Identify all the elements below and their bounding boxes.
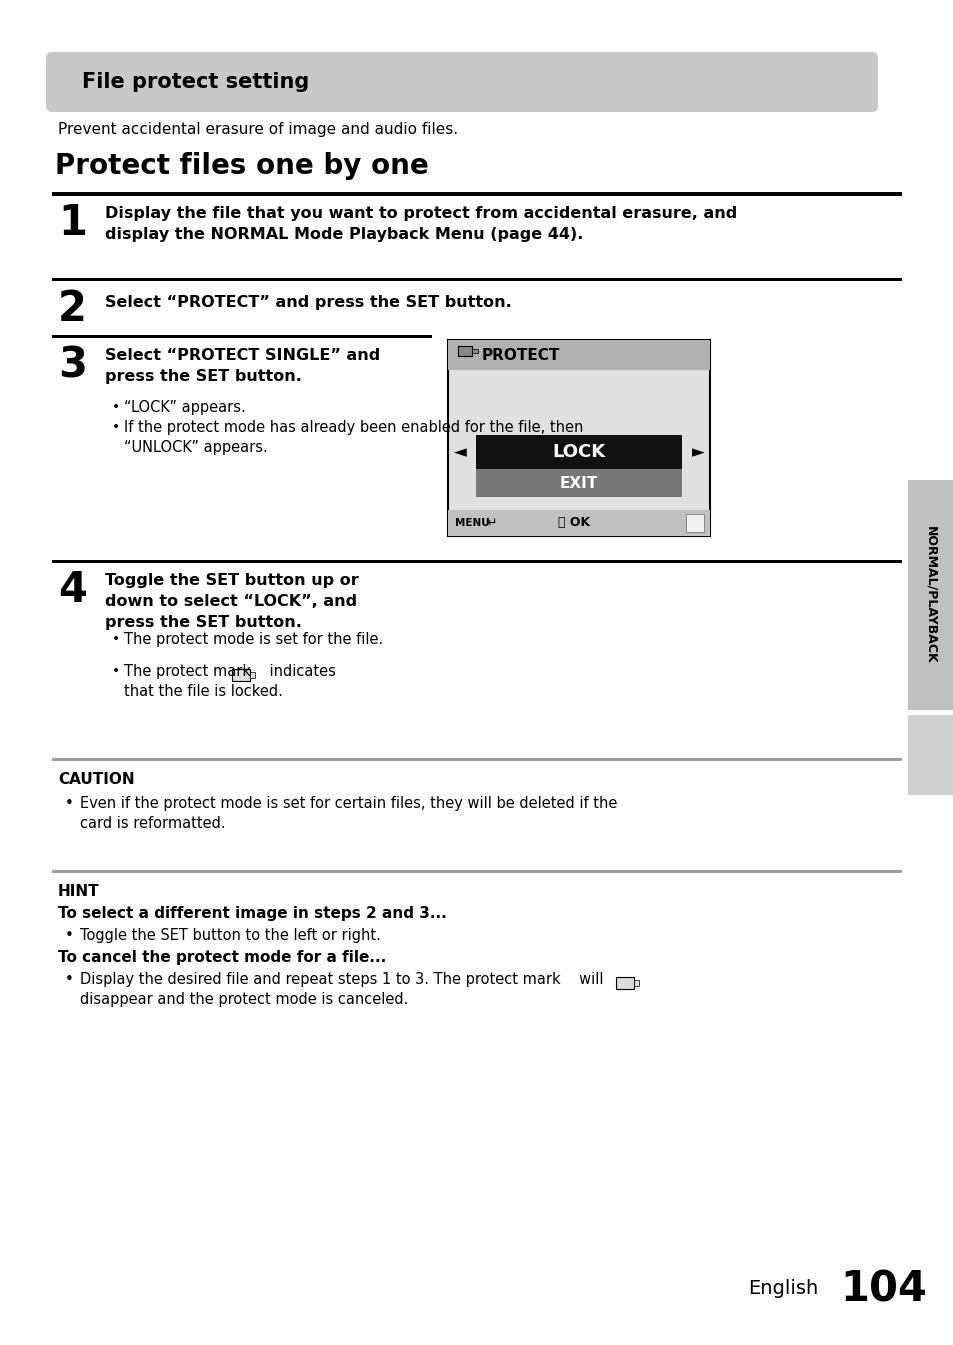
Bar xyxy=(685,514,703,533)
Text: LOCK: LOCK xyxy=(552,443,605,461)
Text: PROTECT: PROTECT xyxy=(481,347,559,363)
Bar xyxy=(52,560,901,564)
Bar xyxy=(907,716,953,795)
Bar xyxy=(52,192,901,195)
FancyBboxPatch shape xyxy=(46,52,877,112)
Text: •: • xyxy=(65,796,73,811)
Text: HINT: HINT xyxy=(58,884,99,898)
Bar xyxy=(476,434,681,469)
Text: If the protect mode has already been enabled for the file, then
“UNLOCK” appears: If the protect mode has already been ena… xyxy=(124,420,583,456)
Text: File protect setting: File protect setting xyxy=(82,73,309,91)
Text: To select a different image in steps 2 and 3...: To select a different image in steps 2 a… xyxy=(58,907,446,921)
Text: “LOCK” appears.: “LOCK” appears. xyxy=(124,399,246,416)
Text: •: • xyxy=(112,632,120,646)
Text: The protect mode is set for the file.: The protect mode is set for the file. xyxy=(124,632,383,647)
Text: 2: 2 xyxy=(58,288,87,330)
Bar xyxy=(472,348,477,352)
Bar xyxy=(476,469,681,498)
Bar xyxy=(448,340,709,537)
Text: 1: 1 xyxy=(58,202,87,243)
Text: Select “PROTECT” and press the SET button.: Select “PROTECT” and press the SET butto… xyxy=(105,295,511,309)
Text: Display the file that you want to protect from accidental erasure, and
display t: Display the file that you want to protec… xyxy=(105,206,737,242)
Text: Prevent accidental erasure of image and audio files.: Prevent accidental erasure of image and … xyxy=(58,122,457,137)
Text: NORMAL/PLAYBACK: NORMAL/PLAYBACK xyxy=(923,526,937,664)
Text: English: English xyxy=(747,1279,818,1298)
Text: 3: 3 xyxy=(58,344,87,386)
Text: MENU: MENU xyxy=(455,518,489,529)
Text: Protect files one by one: Protect files one by one xyxy=(55,152,428,180)
Bar xyxy=(232,668,250,681)
Text: Toggle the SET button up or
down to select “LOCK”, and
press the SET button.: Toggle the SET button up or down to sele… xyxy=(105,573,358,629)
Text: •: • xyxy=(112,399,120,414)
Bar xyxy=(448,510,709,537)
Text: Display the desired file and repeat steps 1 to 3. The protect mark    will
disap: Display the desired file and repeat step… xyxy=(80,972,603,1007)
Text: Even if the protect mode is set for certain files, they will be deleted if the
c: Even if the protect mode is set for cert… xyxy=(80,796,617,831)
Bar xyxy=(52,870,901,873)
Text: ►: ► xyxy=(691,443,703,461)
Bar xyxy=(907,480,953,710)
Text: Ⓢ OK: Ⓢ OK xyxy=(558,516,590,530)
Text: EXIT: EXIT xyxy=(559,476,598,491)
Bar xyxy=(52,759,901,761)
Text: Toggle the SET button to the left or right.: Toggle the SET button to the left or rig… xyxy=(80,928,380,943)
Text: The protect mark    indicates
that the file is locked.: The protect mark indicates that the file… xyxy=(124,664,335,699)
Text: •: • xyxy=(65,972,73,987)
Bar xyxy=(52,335,432,338)
Bar xyxy=(448,340,709,370)
Text: CAUTION: CAUTION xyxy=(58,772,134,787)
Text: 104: 104 xyxy=(840,1268,926,1310)
Bar xyxy=(616,976,634,989)
Text: •: • xyxy=(112,664,120,678)
Bar xyxy=(457,346,472,356)
Text: ↵: ↵ xyxy=(485,516,496,530)
Text: •: • xyxy=(112,420,120,434)
Text: Select “PROTECT SINGLE” and
press the SET button.: Select “PROTECT SINGLE” and press the SE… xyxy=(105,348,380,385)
Bar xyxy=(634,981,639,986)
Bar xyxy=(52,278,901,281)
Text: 4: 4 xyxy=(58,569,87,611)
Text: To cancel the protect mode for a file...: To cancel the protect mode for a file... xyxy=(58,950,386,964)
Text: •: • xyxy=(65,928,73,943)
Bar xyxy=(250,672,254,678)
Text: ◄: ◄ xyxy=(453,443,466,461)
